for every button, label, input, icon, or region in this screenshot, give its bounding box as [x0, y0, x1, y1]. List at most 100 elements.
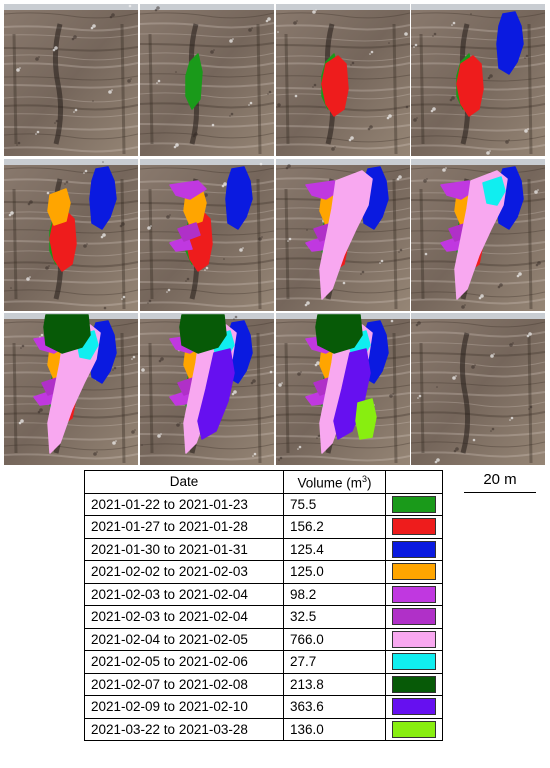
- date-header-text: Date: [169, 474, 199, 490]
- cliff-photo-panel: [276, 4, 410, 156]
- volume-cell: 125.4: [283, 537, 386, 561]
- cliff-photo-panel: [276, 159, 410, 311]
- cliff-photo-panel: [140, 313, 274, 465]
- volume-cell: 32.5: [283, 605, 386, 629]
- pink-deposit-overlay: [319, 170, 373, 300]
- color-cell: [385, 605, 443, 629]
- date-cell: 2021-02-05 to 2021-02-06: [84, 650, 284, 674]
- color-swatch: [392, 675, 436, 693]
- date-cell: 2021-02-02 to 2021-02-03: [84, 560, 284, 584]
- table-row: 2021-02-02 to 2021-02-03 125.0: [84, 560, 443, 584]
- color-column-header: [385, 470, 443, 494]
- color-cell: [385, 650, 443, 674]
- cliff-photo-panel: [4, 159, 138, 311]
- volume-header-text: Volume (m: [297, 475, 362, 490]
- color-swatch: [392, 630, 436, 648]
- blue-deposit-overlay: [225, 166, 253, 230]
- volume-cell: 136.0: [283, 717, 386, 741]
- cliff-photo-panel: [140, 4, 274, 156]
- table-row: 2021-02-04 to 2021-02-05 766.0: [84, 627, 443, 651]
- violet-deposit-overlay: [197, 348, 235, 440]
- volume-header-close: ): [367, 475, 372, 490]
- volume-cell: 156.2: [283, 515, 386, 539]
- blue-deposit-overlay: [89, 166, 117, 230]
- cliff-photo: [276, 4, 410, 156]
- cliff-photo-panel: [4, 313, 138, 465]
- date-cell: 2021-02-07 to 2021-02-08: [84, 672, 284, 696]
- table-row: 2021-02-03 to 2021-02-04 32.5: [84, 605, 443, 629]
- cliff-photo: [276, 159, 410, 311]
- date-cell: 2021-03-22 to 2021-03-28: [84, 717, 284, 741]
- cliff-photo: [4, 4, 138, 156]
- table-row: 2021-01-30 to 2021-01-31 125.4: [84, 537, 443, 561]
- table-row: 2021-03-22 to 2021-03-28 136.0: [84, 717, 443, 741]
- color-cell: [385, 672, 443, 696]
- green-deposit-overlay: [185, 53, 203, 110]
- cliff-photo: [411, 4, 545, 156]
- table-row: 2021-02-03 to 2021-02-04 98.2: [84, 582, 443, 606]
- date-cell: 2021-02-03 to 2021-02-04: [84, 605, 284, 629]
- volume-legend-table: Date Volume (m3) 2021-01-22 to 2021-01-2…: [84, 470, 443, 741]
- color-swatch: [392, 585, 436, 603]
- date-cell: 2021-02-04 to 2021-02-05: [84, 627, 284, 651]
- scale-bar: 20 m: [460, 470, 540, 496]
- volume-cell: 125.0: [283, 560, 386, 584]
- volume-cell: 75.5: [283, 492, 386, 516]
- color-cell: [385, 582, 443, 606]
- darkgreen-deposit-overlay: [43, 314, 91, 354]
- cliff-photo: [411, 159, 545, 311]
- color-swatch: [392, 698, 436, 716]
- color-swatch: [392, 518, 436, 536]
- volume-cell: 98.2: [283, 582, 386, 606]
- table-row: 2021-01-27 to 2021-01-28 156.2: [84, 515, 443, 539]
- scale-bar-label: 20 m: [483, 471, 517, 488]
- cyan-deposit-overlay: [482, 176, 506, 206]
- darkgreen-deposit-overlay: [315, 314, 363, 354]
- date-column-header: Date: [84, 470, 284, 494]
- date-cell: 2021-02-03 to 2021-02-04: [84, 582, 284, 606]
- table-row: 2021-02-05 to 2021-02-06 27.7: [84, 650, 443, 674]
- blue-deposit-overlay: [496, 11, 524, 75]
- color-cell: [385, 492, 443, 516]
- volume-column-header: Volume (m3): [283, 470, 386, 494]
- cliff-photo-grid: [4, 4, 545, 465]
- cliff-photo: [140, 159, 274, 311]
- date-cell: 2021-01-30 to 2021-01-31: [84, 537, 284, 561]
- cliff-photo: [4, 159, 138, 311]
- volume-cell: 766.0: [283, 627, 386, 651]
- cliff-photo: [276, 313, 410, 465]
- red-deposit-overlay: [456, 55, 484, 117]
- table-row: 2021-02-09 to 2021-02-10 363.6: [84, 695, 443, 719]
- volume-cell: 213.8: [283, 672, 386, 696]
- cliff-photo-panel: [411, 4, 545, 156]
- red-deposit-overlay: [321, 55, 349, 117]
- color-cell: [385, 627, 443, 651]
- violet-deposit-overlay: [333, 348, 371, 440]
- table-row: 2021-01-22 to 2021-01-23 75.5: [84, 492, 443, 516]
- scale-bar-line: [464, 492, 536, 493]
- color-cell: [385, 515, 443, 539]
- date-cell: 2021-02-09 to 2021-02-10: [84, 695, 284, 719]
- color-swatch: [392, 495, 436, 513]
- cliff-photo-panel: [411, 313, 545, 465]
- cliff-photo: [411, 313, 545, 465]
- color-swatch: [392, 540, 436, 558]
- cliff-photo-panel: [4, 4, 138, 156]
- volume-cell: 27.7: [283, 650, 386, 674]
- legend-body: 2021-01-22 to 2021-01-23 75.5 2021-01-27 t…: [84, 492, 443, 741]
- color-swatch: [392, 653, 436, 671]
- cliff-photo-panel: [411, 159, 545, 311]
- table-row: 2021-02-07 to 2021-02-08 213.8: [84, 672, 443, 696]
- color-swatch: [392, 720, 436, 738]
- cliff-photo: [140, 313, 274, 465]
- color-cell: [385, 560, 443, 584]
- cliff-photo-panel: [276, 313, 410, 465]
- date-cell: 2021-01-27 to 2021-01-28: [84, 515, 284, 539]
- cliff-photo-panel: [140, 159, 274, 311]
- date-cell: 2021-01-22 to 2021-01-23: [84, 492, 284, 516]
- color-cell: [385, 717, 443, 741]
- color-cell: [385, 695, 443, 719]
- cliff-photo: [140, 4, 274, 156]
- color-swatch: [392, 563, 436, 581]
